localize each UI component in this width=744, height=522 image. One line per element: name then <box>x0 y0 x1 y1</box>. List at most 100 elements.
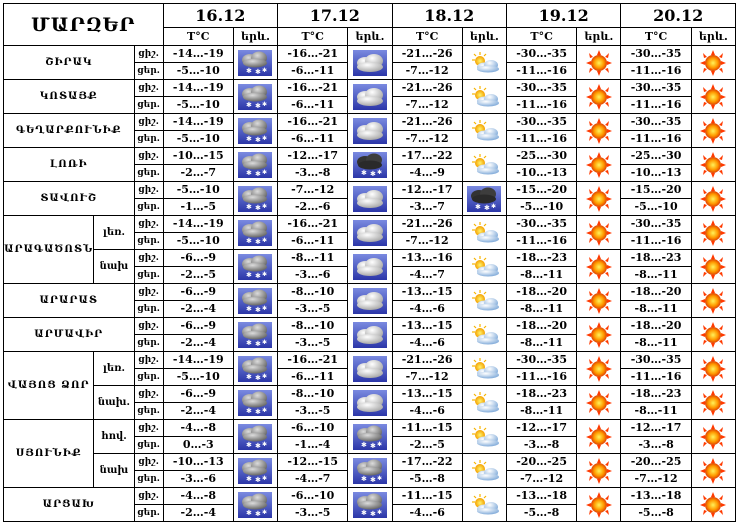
partly-cloudy-icon <box>467 151 502 178</box>
day-label: ցեր. <box>133 96 164 114</box>
sun-icon <box>696 83 731 110</box>
forecast-row: ցեր. -5…-10 -6…-11 -7…-12 -11…-16 -11…-16 <box>4 232 736 250</box>
day-temp: -8…-11 <box>505 334 578 352</box>
night-temp: -11…-15 <box>391 419 463 437</box>
weather-cell <box>576 249 622 284</box>
partly-cloudy-icon <box>467 49 502 76</box>
subregion-name: հով. <box>93 419 135 454</box>
svg-text:✱: ✱ <box>255 442 261 450</box>
weather-cell: ✱ ✱ ✱ <box>232 351 279 386</box>
cloud-icon <box>352 117 387 144</box>
weather-cell <box>690 487 737 522</box>
day-temp: -8…-11 <box>620 300 692 318</box>
night-temp: -12…-17 <box>505 419 578 437</box>
day-temp: -8…-11 <box>505 266 578 284</box>
weather-cell: ✱ ✱ ✱ <box>232 215 279 250</box>
night-temp: -13…-15 <box>391 283 463 301</box>
weather-cell <box>690 215 737 250</box>
svg-text:✱: ✱ <box>255 408 261 416</box>
day-temp: -10…-13 <box>620 164 692 182</box>
night-temp: -18…-23 <box>505 249 578 267</box>
day-temp: -6…-11 <box>277 368 349 386</box>
weather-cell: ✱ ✱ ✱ <box>347 487 393 522</box>
day-temp: -11…-16 <box>505 130 578 148</box>
night-temp: -30…-35 <box>620 215 692 233</box>
day-label: ցեր. <box>133 62 164 80</box>
day-temp: -8…-11 <box>620 334 692 352</box>
weather-cell <box>576 385 622 420</box>
weather-cell: ✱ ✱ ✱ <box>347 453 393 488</box>
date-header: 16.12 <box>162 3 279 28</box>
forecast-row: նախ. ցիշ. -6…-9 ✱ ✱ ✱ -8…-10 -13…-15 -18…-23 -18…… <box>4 385 737 420</box>
sun-icon <box>696 355 731 382</box>
day-temp: -11…-16 <box>505 368 578 386</box>
weather-cell: ✱ ✱ ✱ <box>232 385 279 420</box>
weather-column-header: երև. <box>461 27 507 46</box>
sun-icon <box>581 49 616 76</box>
sun-icon <box>696 185 731 212</box>
weather-cell <box>461 419 507 454</box>
svg-text:✱: ✱ <box>246 135 252 143</box>
day-label: ցեր. <box>133 334 164 352</box>
night-temp: -17…-22 <box>391 147 463 165</box>
region-name: ԱՐՄԱՎԻՐ <box>3 317 135 352</box>
weather-cell <box>461 283 507 318</box>
svg-text:✱: ✱ <box>262 67 267 74</box>
forecast-row: ԱՐԱԳԱԾՈՏՆ լեռ. ցիշ. -14…-19 ✱ ✱ ✱ -16…-21 -21…-2… <box>2 215 737 284</box>
svg-text:✱: ✱ <box>246 67 252 75</box>
temp-column-header: T°C <box>162 27 234 46</box>
partly-cloudy-icon <box>467 389 502 416</box>
day-temp: -10…-13 <box>505 164 578 182</box>
subregion-name: նախ <box>93 453 135 488</box>
weather-cell <box>690 181 737 216</box>
weather-cell: ✱ ✱ ✱ <box>232 317 279 352</box>
svg-text:✱: ✱ <box>246 441 252 449</box>
weather-cell: ✱ ✱ ✱ <box>347 147 393 182</box>
partly-cloudy-icon <box>467 491 502 518</box>
day-temp: -6…-11 <box>277 130 349 148</box>
svg-text:✱: ✱ <box>255 204 261 212</box>
region-name: ԱՐԱՐԱՏ <box>3 283 135 318</box>
forecast-row: ցեր. -2…-4 -3…-5 -4…-6 -8…-11 -8…-11 <box>4 334 736 352</box>
night-temp: -12…-17 <box>391 181 463 199</box>
day-temp: -8…-11 <box>620 266 692 284</box>
night-temp: -16…-21 <box>277 215 349 233</box>
night-temp: -12…-17 <box>620 419 692 437</box>
svg-text:✱: ✱ <box>377 169 382 176</box>
day-temp: -2…-4 <box>162 402 234 420</box>
forecast-row: ՇԻՐԱԿ ցիշ. -14…-19 ✱ ✱ ✱ -16…-21 -21…-26 -30…-35… <box>3 45 737 80</box>
night-temp: -18…-23 <box>620 249 692 267</box>
weather-cell <box>576 113 622 148</box>
weather-cell <box>461 113 507 148</box>
day-temp: -5…-8 <box>620 504 692 522</box>
night-temp: -13…-15 <box>391 317 463 335</box>
svg-text:✱: ✱ <box>246 339 252 347</box>
night-label: ցիշ. <box>133 317 164 335</box>
night-temp: -21…-26 <box>391 113 463 131</box>
night-temp: -30…-35 <box>505 215 578 233</box>
night-temp: -15…-20 <box>505 181 578 199</box>
cloud-icon <box>352 219 387 246</box>
night-temp: -30…-35 <box>620 113 692 131</box>
day-temp: -3…-8 <box>620 436 692 454</box>
day-temp: -2…-7 <box>162 164 234 182</box>
day-label: ցեր. <box>133 402 164 420</box>
svg-text:✱: ✱ <box>246 305 252 313</box>
night-temp: -16…-21 <box>277 113 349 131</box>
sun-icon <box>581 423 616 450</box>
weather-cell <box>690 419 737 454</box>
night-temp: -18…-23 <box>620 385 692 403</box>
day-label: ցեր. <box>133 266 164 284</box>
snow-cloud-icon: ✱ ✱ ✱ <box>238 151 273 178</box>
sun-icon <box>581 491 616 518</box>
cloud-icon <box>352 49 387 76</box>
day-temp: -6…-11 <box>277 62 349 80</box>
day-temp: -11…-16 <box>620 130 692 148</box>
partly-cloudy-icon <box>467 457 502 484</box>
sun-icon <box>581 151 616 178</box>
snow-cloud-icon: ✱ ✱ ✱ <box>238 219 273 246</box>
svg-text:✱: ✱ <box>255 510 261 518</box>
weather-cell <box>347 181 393 216</box>
day-temp: -5…-10 <box>620 198 692 216</box>
night-temp: -12…-17 <box>277 147 349 165</box>
